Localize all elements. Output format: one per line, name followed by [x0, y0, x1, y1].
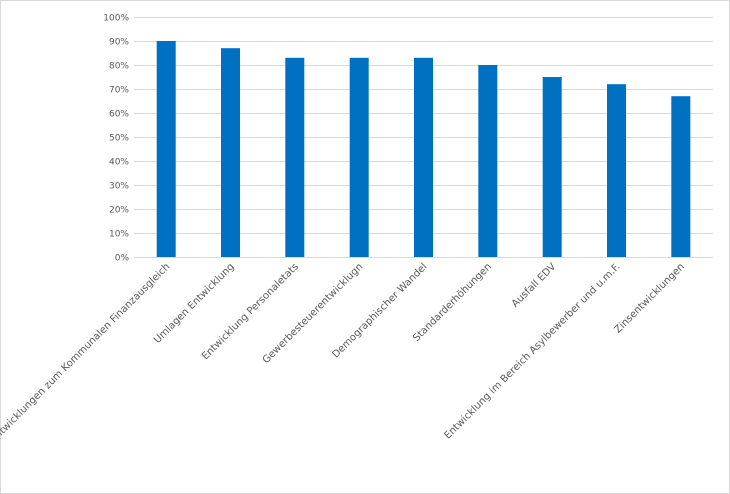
x-axis-category-labels: Entwicklungen zum Kommunalen Finanzausgl…: [0, 261, 687, 445]
bar: [414, 57, 433, 257]
bar: [221, 48, 240, 258]
x-category-label: Ausfall EDV: [510, 261, 559, 310]
bars: [156, 41, 691, 258]
y-tick-label: 30%: [109, 182, 129, 192]
bar: [671, 96, 691, 257]
x-category-label: Entwicklungen zum Kommunalen Finanzausgl…: [0, 261, 172, 445]
y-tick-label: 40%: [109, 158, 129, 168]
bar: [607, 84, 626, 257]
x-category-label: Zinsentwicklungen: [613, 261, 687, 335]
y-tick-label: 0%: [115, 254, 130, 264]
y-tick-label: 60%: [109, 110, 129, 120]
y-tick-label: 50%: [109, 134, 129, 144]
y-tick-label: 70%: [109, 86, 129, 96]
bar: [349, 57, 369, 257]
y-tick-label: 80%: [109, 62, 129, 72]
y-tick-label: 100%: [103, 14, 129, 24]
bar: [285, 57, 305, 257]
y-tick-label: 90%: [109, 38, 129, 48]
y-tick-label: 20%: [109, 206, 129, 216]
bar: [156, 41, 176, 257]
y-tick-label: 10%: [109, 230, 129, 240]
bar: [478, 65, 498, 257]
y-axis-tick-labels: 0% 10% 20% 30% 40% 50% 60% 70% 80% 90% 100%: [103, 14, 129, 264]
bar: [542, 77, 562, 257]
